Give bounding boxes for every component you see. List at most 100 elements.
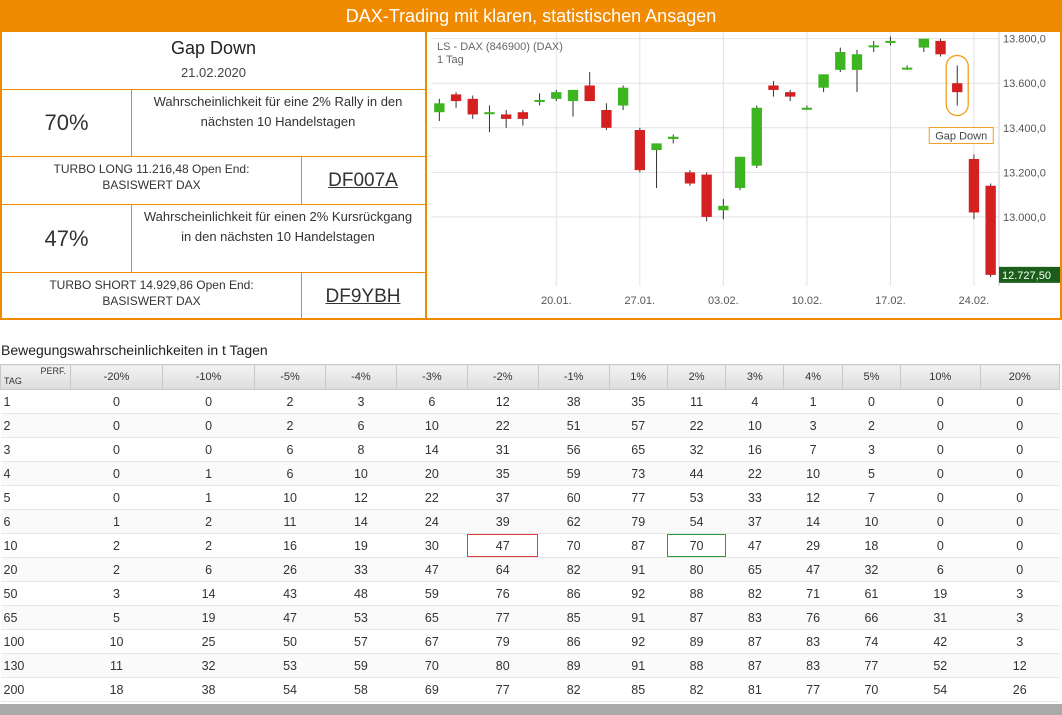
column-header[interactable]: -1% — [537, 364, 610, 390]
table-cell: 0 — [162, 413, 255, 438]
table-cell: 74 — [842, 629, 901, 654]
table-cell: 85 — [538, 605, 610, 630]
table-cell: 39 — [467, 509, 539, 534]
table-cell: 82 — [725, 581, 784, 606]
table-cell: 92 — [609, 581, 668, 606]
table-cell: 11 — [254, 509, 326, 534]
table-cell: 37 — [725, 509, 784, 534]
table-cell: 65 — [396, 605, 468, 630]
table-cell: 47 — [254, 605, 326, 630]
candle-up — [734, 156, 746, 188]
table-cell: 86 — [538, 581, 610, 606]
row-tag: 4 — [0, 461, 71, 486]
table-cell: 0 — [70, 485, 163, 510]
table-cell: 87 — [725, 629, 784, 654]
short-product-line2: BASISWERT DAX — [102, 294, 201, 308]
column-header[interactable]: 4% — [783, 364, 843, 390]
x-tick-label: 03.02. — [708, 295, 739, 307]
table-cell: 35 — [609, 389, 668, 414]
y-tick-label: 13.400,0 — [1003, 123, 1046, 135]
table-cell: 70 — [842, 677, 901, 702]
table-cell: 0 — [70, 461, 163, 486]
table-cell: 30 — [396, 533, 468, 558]
table-cell: 3 — [980, 629, 1060, 654]
table-cell: 0 — [70, 389, 163, 414]
column-header[interactable]: 1% — [608, 364, 668, 390]
signal-info-panel: Gap Down 21.02.2020 70% Wahrscheinlichke… — [0, 32, 426, 320]
table-cell: 48 — [325, 581, 397, 606]
column-header[interactable]: -4% — [324, 364, 397, 390]
row-tag: 50 — [0, 581, 71, 606]
table-cell: 22 — [467, 413, 539, 438]
x-tick-label: 20.01. — [541, 295, 572, 307]
gap-down-label-box — [928, 127, 994, 145]
candle-up — [918, 38, 930, 48]
x-tick-label: 10.02. — [792, 295, 823, 307]
table-cell: 0 — [980, 557, 1060, 582]
table-section-title: Bewegungswahrscheinlichkeiten in t Tagen — [1, 342, 268, 358]
column-header[interactable]: -5% — [254, 364, 326, 390]
column-header[interactable]: -3% — [395, 364, 468, 390]
table-cell: 76 — [783, 605, 843, 630]
candle-up — [484, 112, 495, 115]
candle-up — [851, 54, 863, 70]
table-cell: 0 — [900, 509, 980, 534]
table-cell: 24 — [396, 509, 468, 534]
y-tick-label: 13.600,0 — [1003, 78, 1046, 90]
column-header[interactable]: 20% — [979, 364, 1060, 390]
table-cell: 10 — [254, 485, 326, 510]
table-cell: 53 — [325, 605, 397, 630]
long-wkn-cell: DF007A — [301, 157, 426, 205]
table-cell: 81 — [725, 677, 784, 702]
table-cell: 80 — [467, 653, 539, 678]
table-cell: 0 — [900, 533, 980, 558]
table-header-row: PERF. TAG -20% -10% -5% -4% -3% -2% -1% 1% 2% 3% 4% 5… — [0, 364, 1060, 390]
table-cell: 70 — [396, 653, 468, 678]
long-product-line2: BASISWERT DAX — [102, 178, 201, 192]
column-header[interactable]: -2% — [466, 364, 539, 390]
short-product-line1: TURBO SHORT 14.929,86 Open End: — [49, 278, 254, 292]
last-price-label: 12.727,50 — [1002, 270, 1051, 282]
column-header[interactable]: 2% — [666, 364, 727, 390]
table-row: 2 0 0 2 6 10 22 51 57 22 10 3 2 0 0 — [0, 413, 1060, 438]
column-header[interactable]: 5% — [841, 364, 902, 390]
table-cell: 2 — [162, 533, 255, 558]
candle-up — [901, 67, 913, 70]
chart-subtitle: 1 Tag — [437, 54, 464, 66]
table-cell: 77 — [783, 677, 843, 702]
signal-header: Gap Down 21.02.2020 — [2, 32, 426, 90]
column-header[interactable]: 10% — [900, 364, 981, 390]
table-cell: 88 — [667, 653, 726, 678]
candle-down — [768, 85, 779, 90]
long-product-line1: TURBO LONG 11.216,48 Open End: — [53, 162, 250, 176]
table-cell: 2 — [254, 389, 326, 414]
column-header[interactable]: 3% — [725, 364, 785, 390]
short-wkn-link[interactable]: DF9YBH — [325, 285, 401, 307]
table-cell: 14 — [396, 437, 468, 462]
table-cell: 82 — [667, 677, 726, 702]
table-cell: 58 — [325, 677, 397, 702]
horizontal-scrollbar[interactable] — [0, 704, 1062, 715]
table-cell: 38 — [162, 677, 255, 702]
table-cell: 53 — [667, 485, 726, 510]
row-tag: 5 — [0, 485, 71, 510]
corner-header: PERF. TAG — [0, 364, 71, 390]
table-cell: 70 — [538, 533, 610, 558]
long-wkn-link[interactable]: DF007A — [328, 169, 398, 191]
table-cell: 2 — [70, 557, 163, 582]
table-cell: 3 — [325, 389, 397, 414]
y-tick-label: 13.200,0 — [1003, 167, 1046, 179]
column-header[interactable]: -10% — [162, 364, 256, 390]
table-row: 130 11 32 53 59 70 80 89 91 88 87 83 77 52 12 — [0, 653, 1060, 678]
table-cell: 71 — [783, 581, 843, 606]
table-row: 4 0 1 6 10 20 35 59 73 44 22 10 5 0 0 — [0, 461, 1060, 486]
candle-down — [968, 159, 980, 213]
table-cell: 37 — [467, 485, 539, 510]
table-cell: 47 — [396, 557, 468, 582]
candle-down — [601, 109, 612, 128]
table-cell: 18 — [842, 533, 901, 558]
table-cell: 12 — [980, 653, 1060, 678]
column-header[interactable]: -20% — [69, 364, 164, 390]
table-cell: 87 — [609, 533, 668, 558]
table-cell: 59 — [396, 581, 468, 606]
